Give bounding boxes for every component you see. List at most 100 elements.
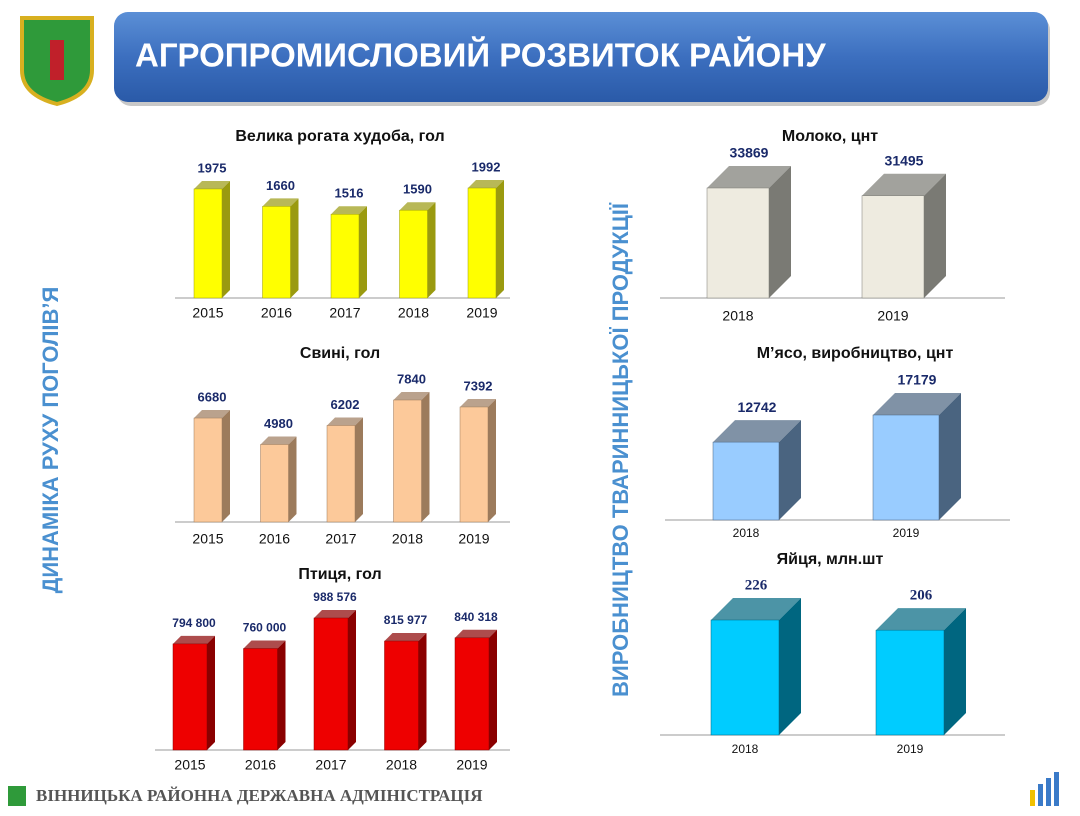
- value-label: 840 318: [454, 610, 498, 624]
- bar-top: [711, 598, 801, 620]
- emblem: [20, 16, 94, 107]
- bar-side: [427, 202, 436, 298]
- bar: [384, 640, 419, 751]
- value-label: 31495: [885, 152, 924, 168]
- chart-title: Яйця, млн.шт: [777, 551, 884, 568]
- bar-side: [348, 610, 356, 750]
- header-title: АГРОПРОМИСЛОВИЙ РОЗВИТОК РАЙОНУ: [135, 36, 826, 74]
- bar-top: [876, 608, 966, 631]
- bar: [260, 444, 289, 523]
- bar-top: [862, 173, 946, 196]
- x-tick-label: 2019: [877, 308, 908, 324]
- x-tick-label: 2018: [398, 305, 429, 321]
- x-tick-label: 2019: [456, 757, 487, 773]
- bar: [193, 188, 223, 299]
- bar-side: [489, 629, 497, 750]
- bar-top: [707, 166, 791, 188]
- value-label: 12742: [738, 399, 777, 415]
- bar-top: [327, 417, 363, 426]
- value-label: 6680: [198, 389, 227, 404]
- value-label: 17179: [898, 372, 937, 388]
- bar-top: [455, 629, 497, 638]
- bar-side: [355, 417, 363, 522]
- value-label: 206: [910, 588, 933, 604]
- bar-side: [288, 436, 297, 522]
- bar: [875, 629, 945, 736]
- bar-side: [779, 598, 801, 735]
- bar: [861, 195, 925, 299]
- value-label: 226: [745, 577, 768, 593]
- x-tick-label: 2015: [174, 757, 205, 773]
- value-label: 6202: [331, 397, 360, 412]
- bar: [193, 417, 223, 523]
- x-tick-label: 2016: [245, 757, 276, 773]
- bar: [399, 209, 428, 299]
- bar-side: [222, 410, 230, 522]
- x-tick-label: 2019: [458, 531, 489, 547]
- x-tick-label: 2018: [733, 526, 760, 540]
- bar-side: [418, 633, 427, 750]
- value-label: 794 800: [172, 616, 216, 630]
- x-tick-label: 2018: [722, 308, 753, 324]
- bar-top: [399, 202, 436, 211]
- bar-side: [924, 173, 946, 298]
- x-tick-label: 2018: [732, 742, 759, 756]
- bar-side: [779, 420, 801, 520]
- bar: [712, 441, 780, 521]
- bar-top: [194, 410, 230, 419]
- x-tick-label: 2016: [259, 531, 290, 547]
- chart-title: Птиця, гол: [298, 566, 381, 583]
- value-label: 7392: [464, 378, 493, 393]
- bar-top: [713, 420, 801, 443]
- bar: [393, 399, 422, 523]
- bar-top: [194, 180, 230, 189]
- x-tick-label: 2017: [315, 757, 346, 773]
- bar-side: [488, 398, 496, 522]
- bar-side: [939, 393, 961, 520]
- x-tick-label: 2019: [897, 742, 924, 756]
- bar: [313, 617, 349, 751]
- header-bar: [114, 12, 1048, 102]
- value-label: 7840: [397, 371, 426, 386]
- footer-emblem: [8, 786, 26, 806]
- bar-side: [944, 608, 966, 735]
- bar-side: [359, 206, 367, 298]
- bar-side: [222, 180, 230, 298]
- bar-side: [421, 392, 430, 522]
- value-label: 1590: [403, 182, 432, 197]
- bar: [262, 206, 291, 299]
- bar: [872, 414, 940, 521]
- bar-top: [260, 436, 297, 445]
- bar-top: [873, 393, 961, 415]
- bar-side: [207, 635, 215, 750]
- value-label: 1660: [266, 178, 295, 193]
- bar: [459, 406, 489, 523]
- bar: [710, 619, 780, 736]
- bar-top: [460, 398, 496, 407]
- x-tick-label: 2017: [325, 531, 356, 547]
- bar-top: [314, 610, 356, 618]
- bar-side: [769, 166, 791, 298]
- x-tick-label: 2019: [893, 526, 920, 540]
- value-label: 988 576: [313, 590, 357, 604]
- x-tick-label: 2018: [386, 757, 417, 773]
- bar: [326, 425, 356, 523]
- chart-title: Велика рогата худоба, гол: [235, 128, 444, 145]
- bar-top: [384, 633, 427, 642]
- bar: [706, 187, 770, 299]
- bar: [467, 187, 497, 299]
- bar: [243, 648, 278, 751]
- x-tick-label: 2015: [192, 531, 223, 547]
- bar-top: [331, 206, 367, 215]
- bar-top: [243, 640, 286, 649]
- value-label: 815 977: [384, 613, 428, 627]
- bar-side: [496, 180, 504, 298]
- x-tick-label: 2017: [329, 305, 360, 321]
- bar-side: [277, 640, 286, 750]
- chart-title: Молоко, цнт: [782, 128, 878, 145]
- bar: [172, 643, 208, 751]
- footer-logo: [1030, 772, 1059, 806]
- value-label: 33869: [730, 145, 769, 161]
